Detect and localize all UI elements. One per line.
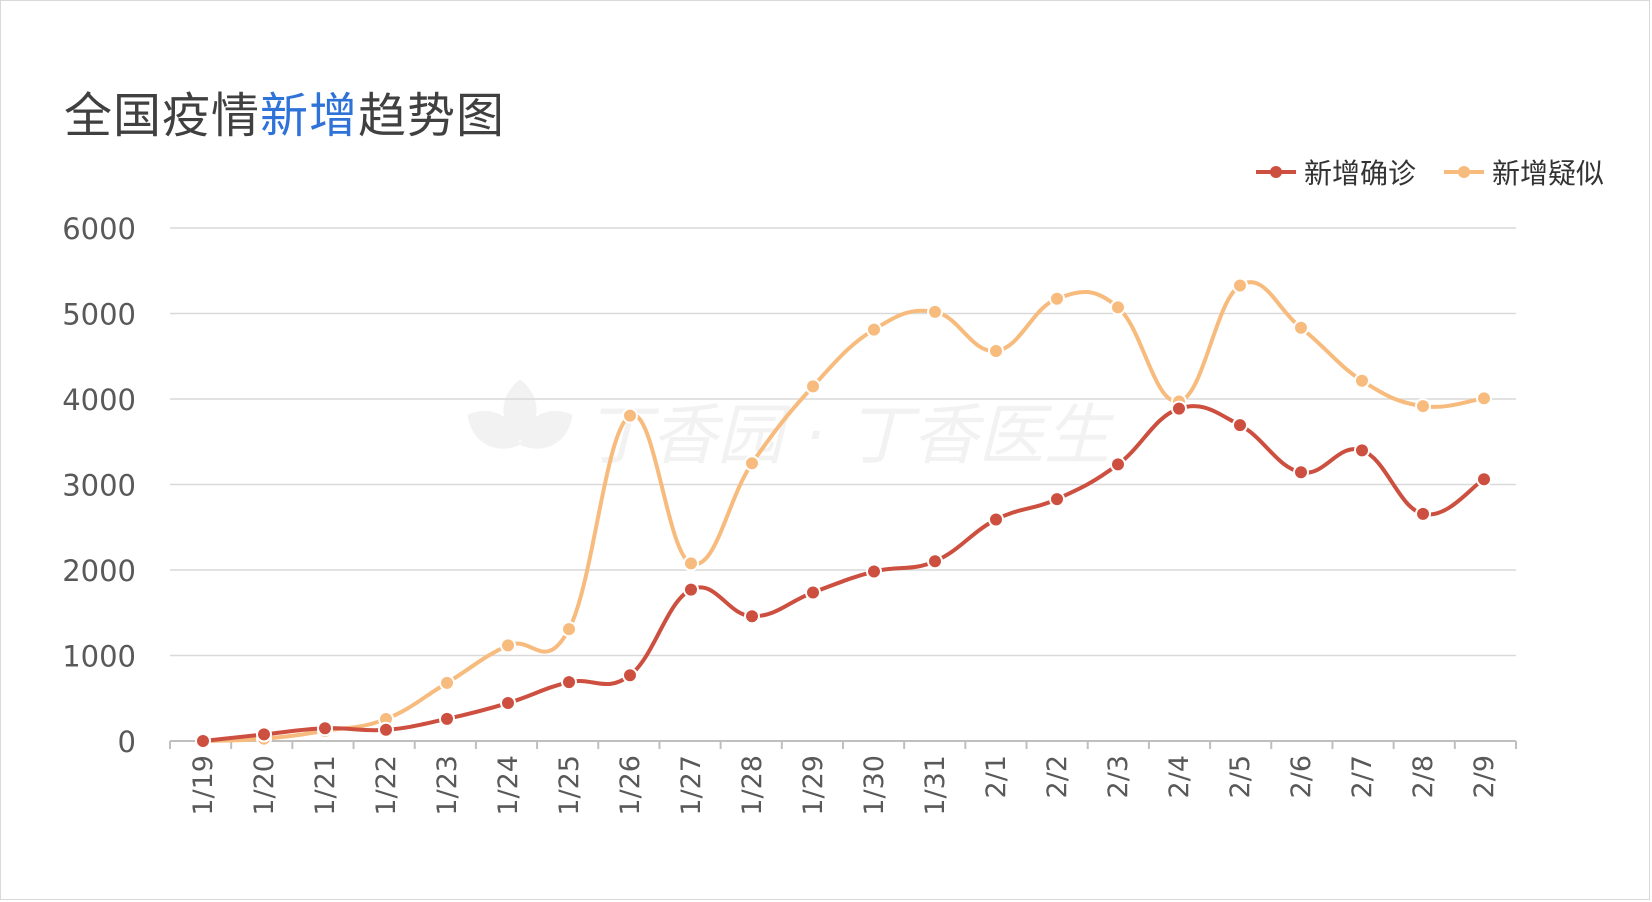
x-tick-label: 1/24	[493, 755, 524, 816]
data-point-confirmed[interactable]	[683, 581, 699, 598]
data-point-suspected[interactable]	[1293, 319, 1309, 336]
data-point-suspected[interactable]	[866, 321, 882, 338]
data-point-suspected[interactable]	[1354, 372, 1370, 389]
x-tick-label: 1/31	[920, 755, 951, 816]
series-lines	[202, 280, 1486, 743]
data-point-suspected[interactable]	[561, 621, 577, 638]
data-point-suspected[interactable]	[683, 555, 699, 572]
x-tick-label: 1/20	[249, 755, 280, 816]
title-prefix: 全国疫情	[64, 88, 261, 144]
y-tick-label: 0	[118, 725, 136, 759]
data-point-confirmed[interactable]	[1415, 505, 1431, 522]
data-point-confirmed[interactable]	[988, 511, 1004, 528]
x-tick-label: 1/23	[432, 755, 463, 816]
y-tick-label: 5000	[62, 298, 136, 332]
x-tick-label: 1/22	[371, 755, 402, 816]
data-point-confirmed[interactable]	[866, 563, 882, 580]
data-point-suspected[interactable]	[927, 303, 943, 320]
x-tick-label: 1/21	[310, 755, 341, 816]
data-point-confirmed[interactable]	[622, 667, 638, 684]
legend-label-confirmed: 新增确诊	[1303, 157, 1416, 190]
x-tick-label: 1/27	[676, 755, 707, 816]
data-point-confirmed[interactable]	[317, 720, 333, 737]
data-point-suspected[interactable]	[622, 407, 638, 424]
x-tick-label: 2/3	[1103, 755, 1134, 798]
data-point-confirmed[interactable]	[1232, 417, 1248, 434]
data-point-suspected[interactable]	[500, 637, 516, 654]
data-point-suspected[interactable]	[439, 674, 455, 691]
y-tick-label: 2000	[62, 554, 136, 588]
x-tick-label: 2/2	[1042, 755, 1073, 798]
watermark-text: 丁香园 · 丁香医生	[585, 397, 1115, 474]
y-tick-label: 3000	[62, 469, 136, 503]
data-point-confirmed[interactable]	[805, 584, 821, 601]
chart-title: 全国疫情新增趋势图	[64, 76, 505, 146]
data-point-confirmed[interactable]	[927, 553, 943, 570]
x-tick-label: 2/9	[1469, 755, 1500, 798]
x-tick-label: 2/8	[1408, 755, 1439, 798]
y-tick-label: 6000	[62, 212, 136, 246]
y-tick-label: 1000	[62, 640, 136, 674]
x-tick-label: 2/7	[1347, 755, 1378, 798]
data-point-suspected[interactable]	[1049, 290, 1065, 307]
x-tick-label: 2/5	[1225, 755, 1256, 798]
series-markers	[195, 277, 1492, 749]
data-point-confirmed[interactable]	[195, 733, 211, 749]
data-point-confirmed[interactable]	[1354, 442, 1370, 459]
data-point-suspected[interactable]	[1476, 390, 1492, 407]
data-point-confirmed[interactable]	[256, 726, 272, 743]
data-point-confirmed[interactable]	[500, 695, 516, 712]
x-tick-label: 2/1	[981, 755, 1012, 798]
x-tick-label: 1/29	[798, 755, 829, 816]
legend-item-confirmed[interactable]: 新增确诊	[1255, 152, 1416, 192]
data-point-suspected[interactable]	[1232, 277, 1248, 294]
legend-label-suspected: 新增疑似	[1491, 157, 1604, 190]
data-point-confirmed[interactable]	[1049, 491, 1065, 508]
data-point-suspected[interactable]	[988, 342, 1004, 359]
data-point-confirmed[interactable]	[378, 721, 394, 738]
x-tick-label: 1/30	[859, 755, 890, 816]
data-point-suspected[interactable]	[744, 455, 760, 472]
data-point-confirmed[interactable]	[1293, 464, 1309, 481]
grid-lines	[170, 227, 1516, 657]
legend-marker-suspected	[1443, 166, 1484, 178]
data-point-suspected[interactable]	[805, 378, 821, 395]
data-point-confirmed[interactable]	[439, 710, 455, 727]
legend-marker-confirmed	[1255, 166, 1296, 178]
title-suffix: 趋势图	[358, 88, 506, 144]
x-tick-label: 1/28	[737, 755, 768, 816]
y-tick-label: 4000	[62, 383, 136, 417]
legend-dot-confirmed	[1269, 166, 1282, 178]
watermark: 丁香园 · 丁香医生	[467, 379, 1115, 474]
axes: 0 1000 2000 3000 4000 5000 6000 1/19 1/20 1/21 1/2…	[62, 212, 1517, 816]
x-tick-label: 2/6	[1286, 755, 1317, 798]
data-point-confirmed[interactable]	[1476, 471, 1492, 488]
data-point-confirmed[interactable]	[1171, 400, 1187, 417]
watermark-leaf-icon	[520, 411, 573, 449]
x-tick-label: 1/19	[188, 755, 219, 816]
series-line-suspected	[202, 280, 1485, 743]
x-tick-label: 1/25	[554, 755, 585, 816]
data-point-confirmed[interactable]	[561, 674, 577, 691]
title-highlight: 新增	[260, 88, 359, 144]
legend-item-suspected[interactable]: 新增疑似	[1443, 152, 1604, 192]
legend-dot-suspected	[1457, 166, 1470, 178]
data-point-confirmed[interactable]	[1110, 456, 1126, 473]
x-tick-label: 2/4	[1164, 755, 1195, 798]
data-point-suspected[interactable]	[1110, 299, 1126, 316]
data-point-suspected[interactable]	[1415, 398, 1431, 415]
data-point-confirmed[interactable]	[744, 608, 760, 625]
x-tick-label: 1/26	[615, 755, 646, 816]
chart-legend: 新增确诊 新增疑似	[1255, 152, 1604, 192]
